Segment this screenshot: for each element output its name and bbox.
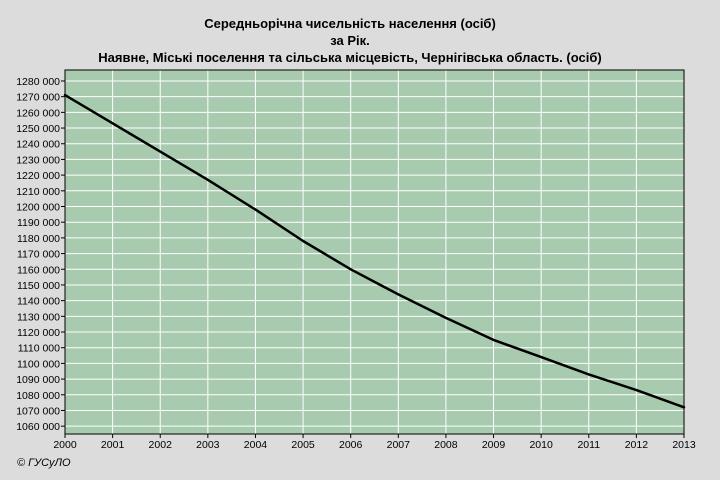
x-tick-label: 2002 — [149, 439, 173, 451]
data-point — [159, 150, 162, 153]
x-tick-label: 2001 — [101, 439, 125, 451]
y-tick-label: 1130 000 — [17, 311, 60, 323]
y-tick-label: 1150 000 — [17, 280, 60, 292]
x-tick-label: 2006 — [339, 439, 363, 451]
chart-title: Середньорічна чисельність населення (осі… — [204, 16, 496, 31]
x-tick-label: 2003 — [196, 439, 220, 451]
data-point — [302, 240, 304, 242]
x-tick-label: 2009 — [482, 439, 506, 451]
x-tick-label: 2005 — [291, 439, 315, 451]
y-tick-label: 1100 000 — [17, 358, 60, 370]
y-tick-label: 1200 000 — [16, 202, 60, 214]
y-tick-label: 1180 000 — [17, 233, 60, 245]
y-tick-label: 1090 000 — [16, 374, 60, 386]
data-point — [397, 293, 400, 296]
x-tick-label: 2010 — [529, 439, 553, 451]
chart-subtitle: за Рік. — [330, 33, 370, 48]
y-tick-label: 1080 000 — [16, 390, 60, 402]
series-line — [63, 93, 686, 409]
y-tick-label: 1110 000 — [18, 343, 60, 355]
y-tick-label: 1280 000 — [16, 76, 60, 88]
chart-titles: Середньорічна чисельність населення (осі… — [0, 15, 700, 66]
y-tick-label: 1250 000 — [16, 123, 60, 135]
y-tick-label: 1220 000 — [16, 170, 60, 182]
data-point — [254, 208, 257, 211]
y-tick-label: 1140 000 — [17, 296, 60, 308]
x-tick-label: 2011 — [577, 439, 600, 451]
y-tick-label: 1060 000 — [16, 421, 60, 433]
data-point — [64, 94, 66, 96]
x-tick-label: 2008 — [434, 439, 458, 451]
plot-border — [64, 69, 685, 435]
y-tick-label: 1210 000 — [16, 186, 60, 198]
y-tick-label: 1170 000 — [17, 249, 60, 261]
data-point — [683, 406, 685, 409]
data-point — [445, 317, 447, 319]
copyright-label: © ГУСуЛО — [17, 457, 71, 469]
data-point — [587, 373, 590, 376]
data-point — [540, 356, 542, 358]
data-point — [492, 339, 495, 341]
chart-subtitle-detail: Наявне, Міські поселення та сільська міс… — [98, 50, 602, 65]
data-point — [111, 122, 114, 125]
y-tick-label: 1240 000 — [16, 139, 60, 151]
y-tick-label: 1260 000 — [16, 107, 60, 119]
data-point — [635, 389, 638, 391]
y-tick-label: 1070 000 — [16, 405, 60, 417]
x-tick-label: 2004 — [244, 439, 268, 451]
x-tick-label: 2000 — [53, 439, 77, 451]
plot-area — [65, 70, 684, 434]
data-point — [207, 179, 209, 181]
y-tick-label: 1160 000 — [17, 264, 60, 276]
x-tick-label: 2012 — [625, 439, 649, 451]
data-point — [349, 268, 352, 271]
x-tick-label: 2013 — [672, 439, 696, 451]
x-tick-label: 2007 — [387, 439, 411, 451]
y-tick-label: 1270 000 — [16, 92, 60, 104]
y-tick-label: 1120 000 — [17, 327, 60, 339]
y-tick-label: 1190 000 — [17, 217, 60, 229]
y-tick-label: 1230 000 — [16, 154, 60, 166]
